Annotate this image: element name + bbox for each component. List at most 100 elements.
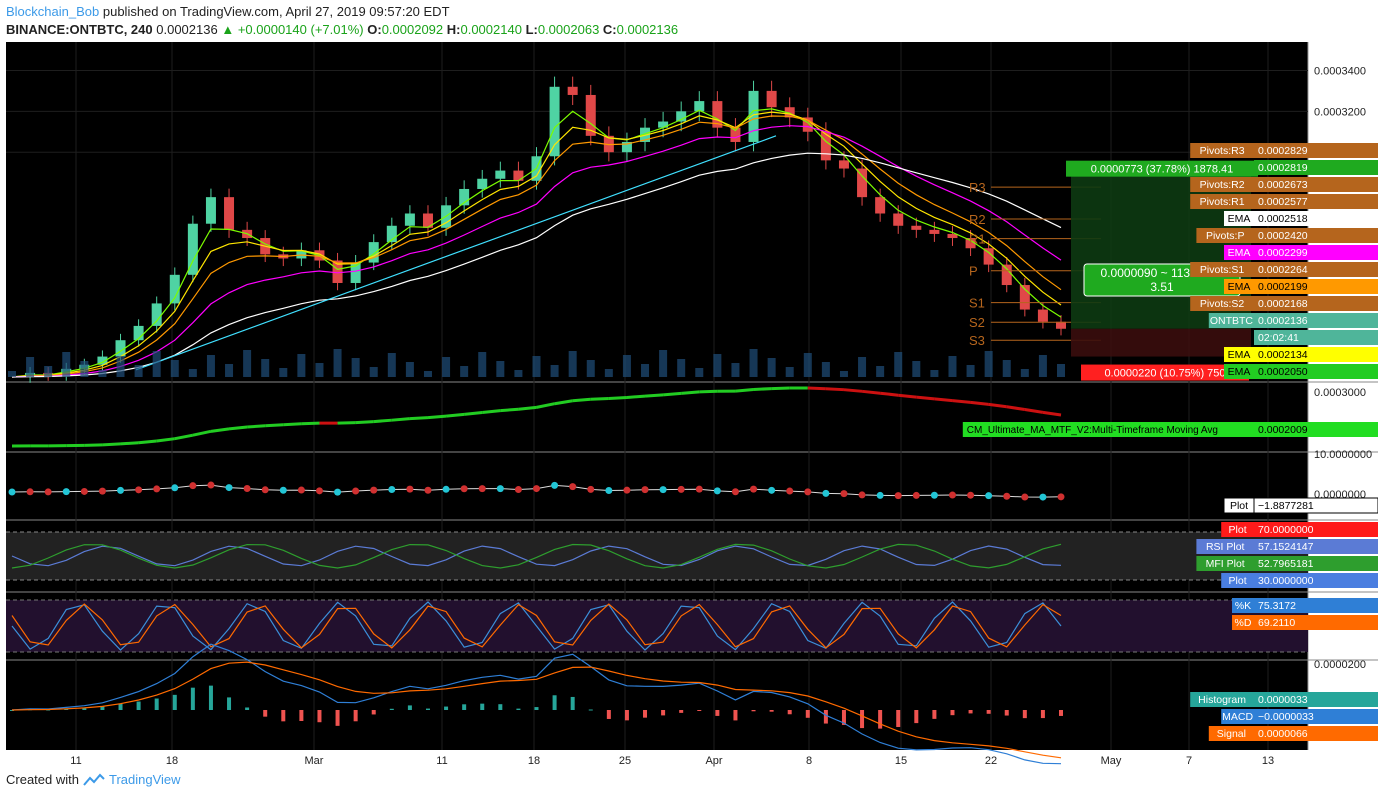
candle-body — [169, 274, 180, 304]
volume-bar — [731, 363, 740, 377]
ma-mtf-segment — [464, 410, 483, 416]
candle-body — [513, 170, 524, 181]
time-axis-tick: 11 — [436, 755, 447, 767]
osc-dot — [533, 485, 540, 493]
osc-dot — [551, 481, 559, 489]
axis-tag-value: 0.0002299 — [1258, 247, 1308, 259]
pivot-label-s2: S2 — [969, 315, 985, 330]
macd-histogram-bar — [878, 710, 883, 729]
osc-dot — [804, 488, 812, 496]
candle-body — [115, 340, 126, 357]
candle-body — [621, 141, 632, 153]
symbol-label[interactable]: BINANCE:ONTBTC, 240 — [6, 22, 153, 37]
ma-mtf-segment — [898, 393, 917, 399]
macd-histogram-bar — [914, 710, 919, 724]
macd-histogram-bar — [82, 707, 87, 710]
axis-tag-value-bg — [1254, 296, 1378, 311]
author-link[interactable]: Blockchain_Bob — [6, 4, 100, 19]
axis-tag-value: 0.0002673 — [1258, 179, 1308, 191]
macd-histogram-bar — [100, 706, 105, 710]
ma-mtf-y-tick: 0.0003000 — [1314, 387, 1366, 399]
osc-dot — [478, 485, 486, 493]
macd-histogram-bar — [588, 709, 593, 711]
osc-dot — [1057, 493, 1065, 501]
macd-histogram-bar — [10, 710, 14, 711]
tradingview-brand[interactable]: TradingView — [108, 772, 181, 787]
osc-dot — [279, 486, 287, 494]
osc-plot-value-bg — [1253, 497, 1378, 514]
candle-body — [422, 213, 433, 228]
candle-body — [1037, 309, 1048, 322]
osc-dot — [876, 491, 884, 499]
candle-body — [1001, 264, 1012, 286]
volume-bar — [261, 359, 270, 377]
rsi-value: 52.7965181 — [1258, 558, 1314, 570]
osc-dot — [985, 492, 993, 500]
volume-bar — [297, 354, 306, 377]
macd-histogram-bar — [968, 710, 973, 714]
macd-label: MACD — [1222, 711, 1253, 723]
macd-histogram-bar — [1059, 710, 1063, 716]
volume-bar — [1057, 364, 1065, 377]
ma-mtf-segment — [554, 399, 573, 406]
macd-histogram-bar — [932, 710, 937, 719]
axis-tag-name-bg — [1196, 228, 1254, 243]
candle-body — [495, 170, 506, 179]
ma-mtf-segment — [1024, 408, 1044, 414]
time-axis-tick: 13 — [1262, 755, 1274, 767]
candle-body — [97, 356, 108, 365]
ma-mtf-segment — [699, 389, 718, 394]
osc-dot — [44, 488, 52, 496]
axis-tag-value-bg — [1254, 160, 1378, 175]
macd-histogram-bar — [733, 710, 738, 721]
axis-tag-name: Pivots:R3 — [1200, 145, 1245, 157]
macd-histogram-bar — [389, 708, 394, 710]
time-axis-tick: 18 — [166, 755, 178, 767]
volume-bar — [478, 352, 487, 377]
ma-mtf-segment — [156, 437, 175, 443]
volume-bar — [98, 370, 107, 377]
ma-mtf-segment — [283, 422, 302, 427]
macd-histogram-bar — [245, 707, 250, 710]
volume-bar — [785, 367, 794, 377]
low-label: L: — [525, 22, 538, 37]
macd-histogram-bar — [643, 710, 648, 718]
ema-orange-line — [11, 115, 1062, 378]
macd-histogram-bar — [950, 710, 955, 716]
macd-histogram-bar — [606, 710, 611, 719]
ma-mtf-label-bg — [962, 422, 1254, 437]
axis-tag-value-bg — [1254, 177, 1378, 192]
volume-bar — [80, 361, 89, 377]
volume-bar — [315, 363, 324, 377]
macd-histogram-bar — [136, 701, 141, 710]
time-axis-tick: May — [1101, 755, 1122, 767]
osc-dot — [750, 485, 758, 493]
macd-histogram-bar — [570, 696, 575, 710]
pivot-label-p: P — [969, 264, 978, 279]
tradingview-logo-icon — [83, 773, 105, 786]
axis-tag-name: Pivots:R2 — [1200, 179, 1245, 191]
candle-body — [802, 117, 813, 132]
ma-mtf-segment — [644, 393, 664, 398]
low-value: 0.0002063 — [537, 22, 600, 37]
volume-bar — [948, 356, 957, 377]
candle-body — [224, 197, 235, 230]
axis-tag-name: EMA — [1228, 281, 1251, 293]
osc-y-tick: 10.0000000 — [1314, 449, 1372, 461]
candle-body — [386, 225, 397, 243]
volume-bar — [460, 366, 469, 377]
ma-mtf-segment — [916, 395, 935, 401]
chart-canvas[interactable]: 11 18 Mar 11 18 25 Apr 8 15 22 May 7 13 0.0003400 0.00… — [6, 42, 1378, 770]
volume-bar — [984, 351, 993, 377]
time-axis-tick: 15 — [895, 755, 907, 767]
volume-bar — [622, 355, 631, 377]
candle-body — [350, 262, 361, 283]
time-axis-tick: 18 — [528, 755, 540, 767]
osc-dot — [930, 491, 938, 499]
axis-tag-value-bg — [1254, 245, 1378, 260]
macd-histogram-bar — [986, 710, 991, 714]
candle-body — [983, 248, 994, 265]
volume-bar — [677, 359, 686, 377]
ma-mtf-segment — [1006, 405, 1026, 412]
osc-dot — [334, 488, 342, 496]
